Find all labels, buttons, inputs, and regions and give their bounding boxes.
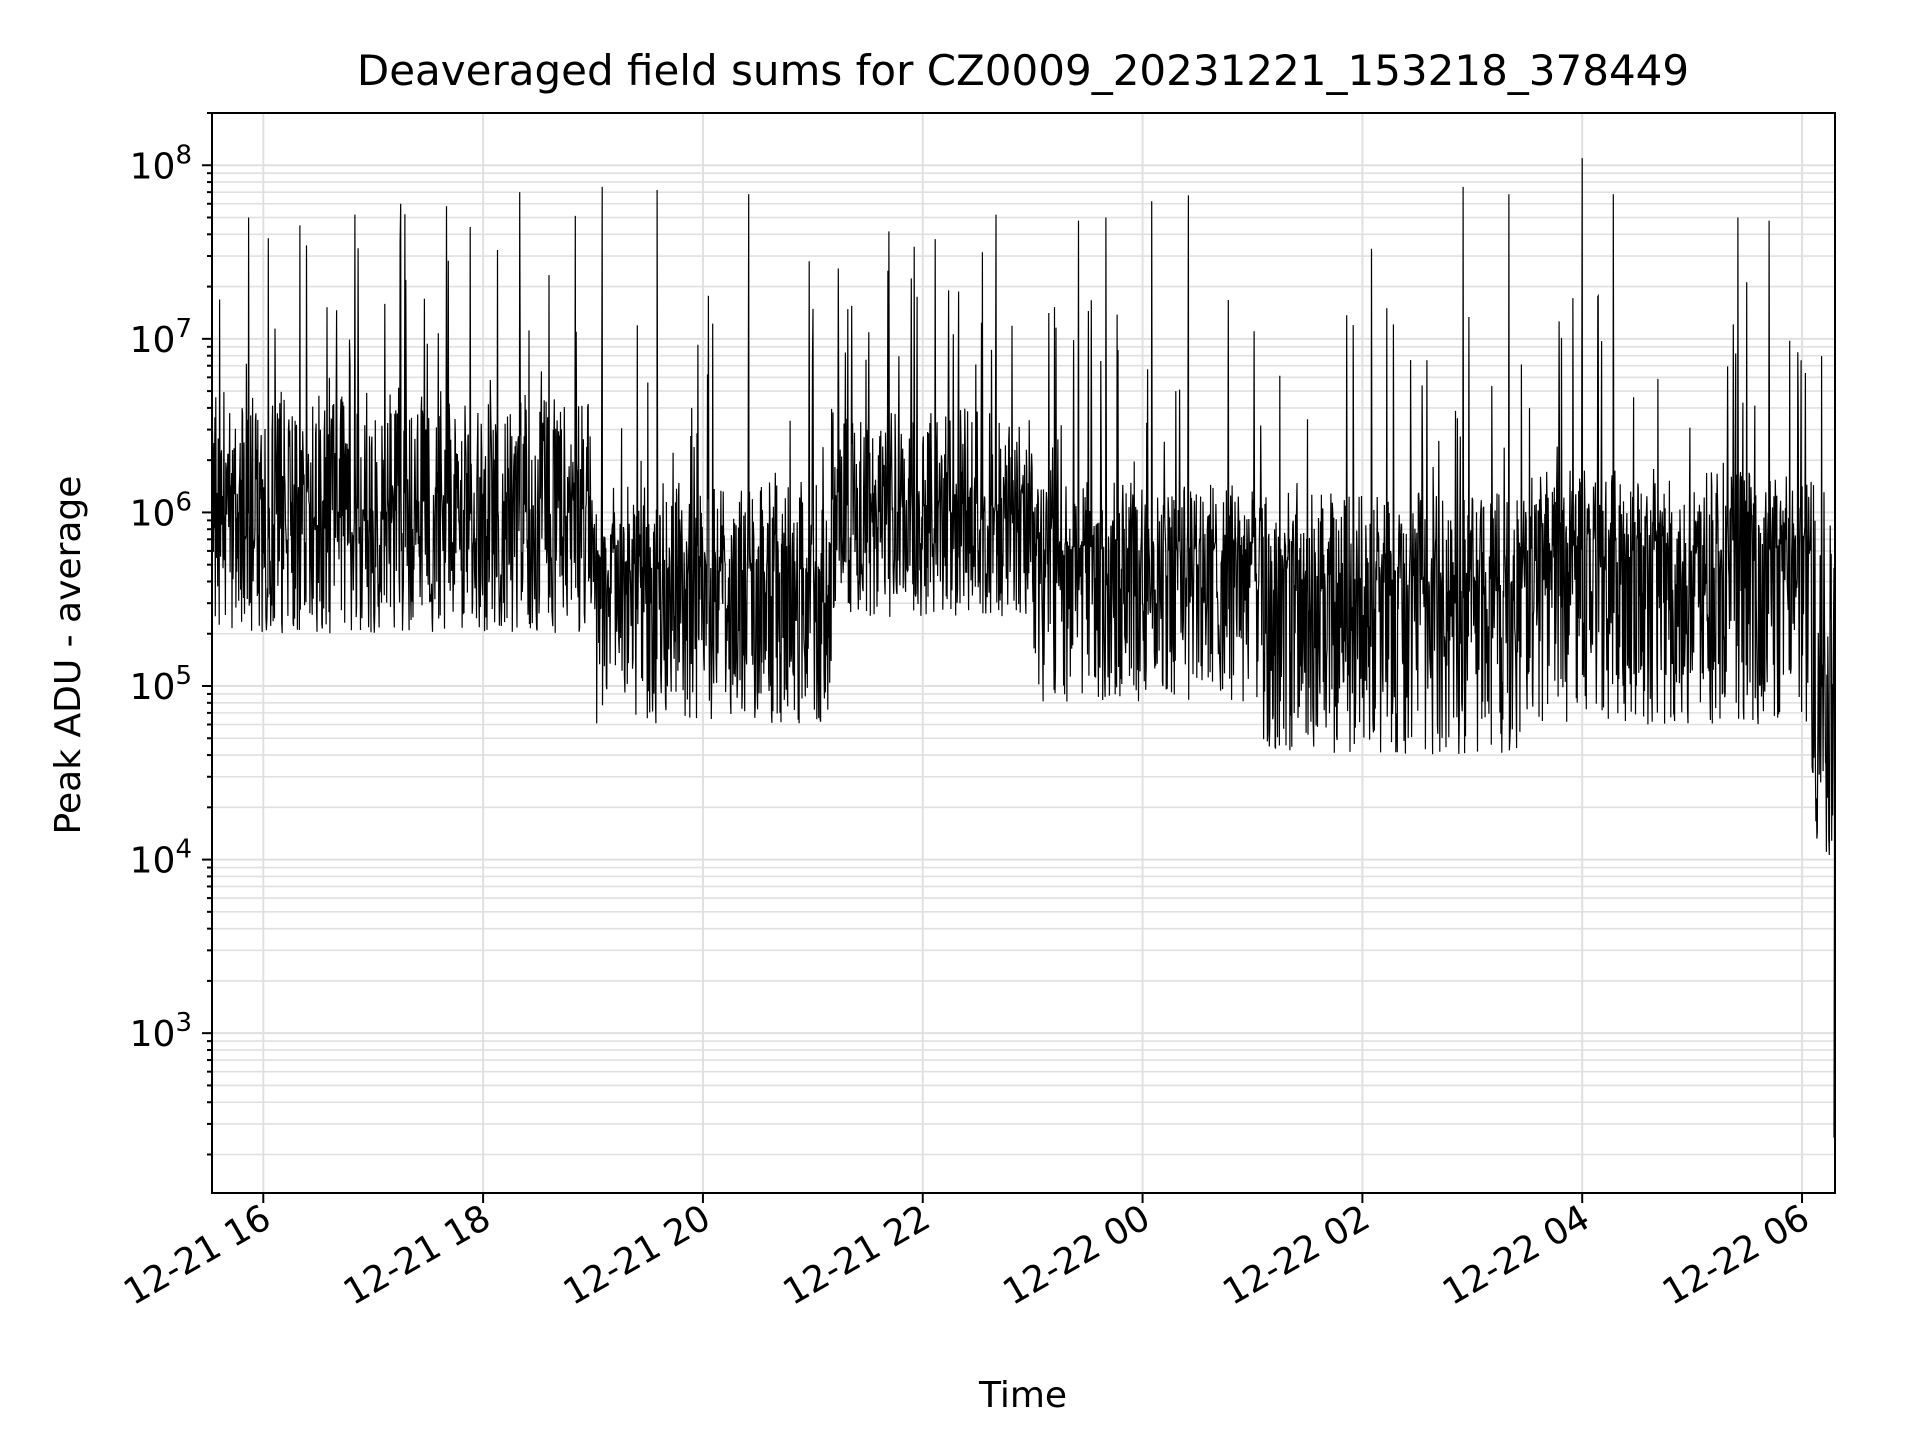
y-tick-label: 105 (130, 661, 192, 708)
y-tick-label: 107 (130, 314, 192, 361)
series-line-path (211, 158, 1836, 1138)
y-axis-label: Peak ADU - average (48, 476, 89, 835)
series-line (211, 158, 1836, 1138)
x-axis-label: Time (978, 1375, 1067, 1416)
axes-frame (211, 112, 1836, 1194)
y-tick-label: 106 (130, 487, 192, 534)
grid-lines (212, 112, 1835, 1193)
chart-title: Deaveraged field sums for CZ0009_2023122… (357, 46, 1689, 95)
y-tick-label: 104 (130, 835, 192, 882)
y-tick-label: 103 (130, 1008, 192, 1055)
y-tick-label: 108 (130, 140, 192, 187)
